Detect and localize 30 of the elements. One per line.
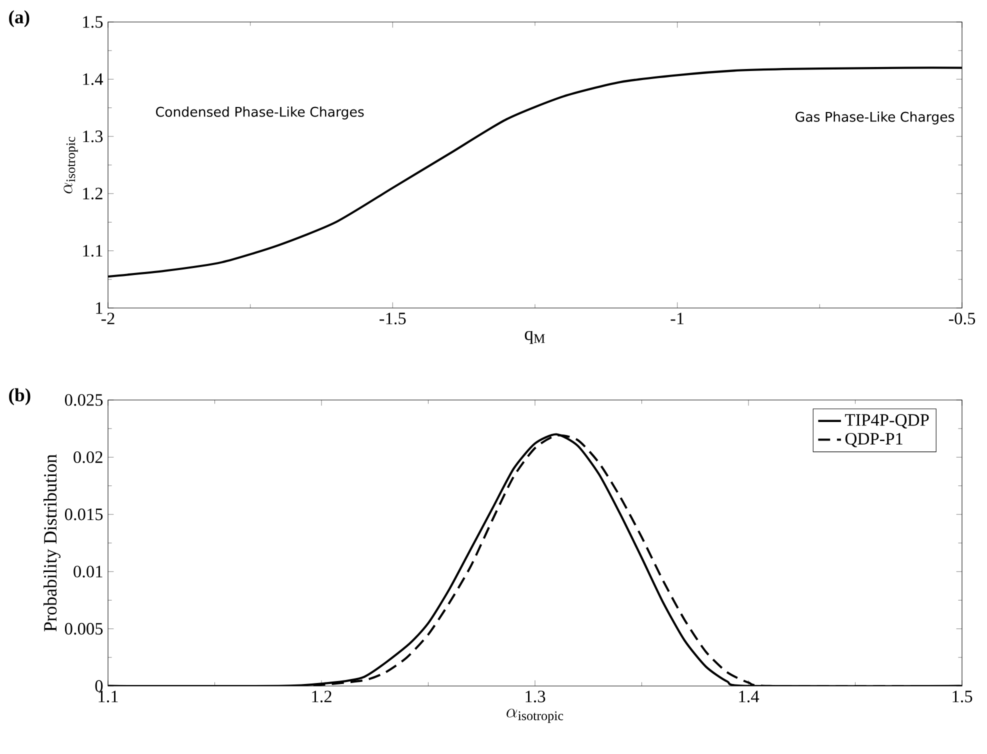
y-tick-label: 0.025 [64, 394, 103, 406]
annotation: Condensed Phase-Like Charges [156, 106, 364, 120]
x-tick-label: -2 [101, 312, 114, 324]
x-tick-label: 1.5 [952, 690, 972, 702]
annotation: Gas Phase-Like Charges [796, 112, 954, 124]
x-tick-label: 1.2 [312, 690, 332, 702]
x-axis-title: $\alpha_{\mathrm{isotropic}}$ [506, 708, 564, 723]
x-tick-label: -1.5 [380, 312, 406, 324]
x-tick-label: 1.4 [739, 690, 760, 702]
y-axis-title: Probability Distribution [43, 454, 60, 632]
y-tick-label: 1.1 [83, 244, 102, 257]
chart-title: (a) [9, 10, 30, 28]
x-tick-label: -1 [670, 312, 684, 324]
chart-title: (b) [9, 388, 30, 406]
y-tick-label: 1.3 [83, 130, 103, 142]
y-tick-label: 0 [95, 680, 103, 692]
x-axis-title: $\mathrm{q}_{\mathrm{M}}$ [524, 330, 545, 344]
y-tick-label: 0.02 [74, 451, 102, 464]
y-tick-label: 1.5 [83, 16, 103, 28]
legend-label: QDP-P1 [845, 432, 902, 448]
y-tick-label: 0.015 [64, 508, 103, 520]
x-tick-label: -0.5 [948, 312, 976, 324]
y-tick-label: 0.005 [64, 622, 103, 635]
x-tick-label: 1.3 [526, 690, 546, 702]
y-tick-label: 1.2 [83, 188, 102, 200]
legend-label: TIP4P-QDP [845, 414, 929, 428]
y-axis-title: $\alpha_{\mathrm{isotropic}}$ [64, 136, 78, 194]
y-tick-label: 1 [96, 302, 102, 314]
y-tick-label: 0.01 [74, 566, 102, 578]
y-tick-label: 1.4 [83, 73, 104, 86]
